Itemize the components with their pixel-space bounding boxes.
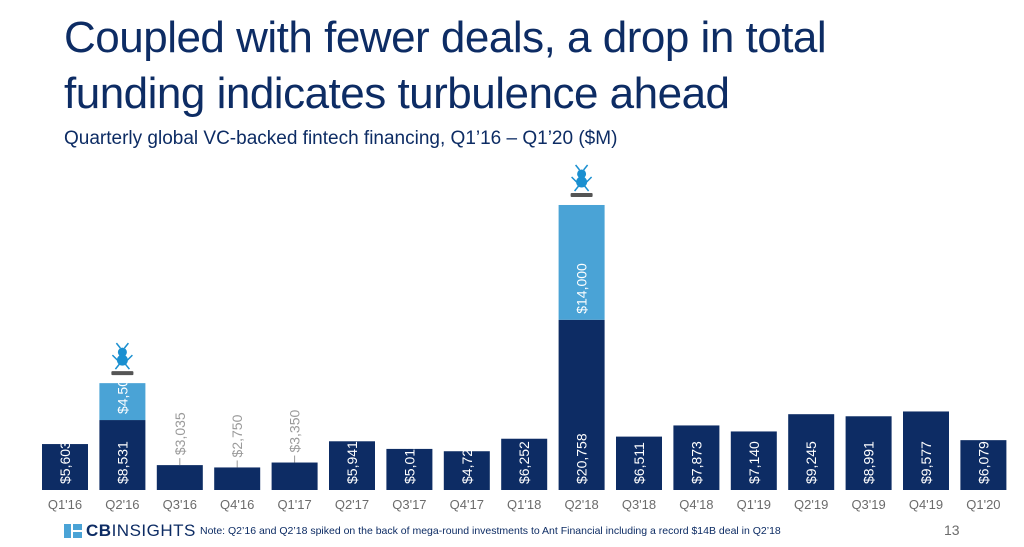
x-tick-label-15: Q4'19	[909, 497, 943, 512]
x-tick-label-5: Q2'17	[335, 497, 369, 512]
bar-total-6	[386, 448, 433, 490]
page-title: Coupled with fewer deals, a drop in tota…	[64, 13, 827, 118]
data-label-total-14: $8,991	[861, 441, 877, 484]
x-tick-label-2: Q3'16	[163, 497, 197, 512]
data-label-total-6: $5,011	[401, 442, 417, 484]
x-tick-label-11: Q4'18	[679, 497, 713, 512]
data-label-total-13: $9,245	[803, 441, 819, 484]
x-tick-label-12: Q1'19	[737, 497, 771, 512]
bar-total-13	[788, 414, 835, 490]
data-label-total-9: $20,758	[574, 433, 590, 484]
data-label-total-16: $6,079	[975, 441, 991, 484]
x-tick-label-8: Q1'18	[507, 497, 541, 512]
bar-total-12	[730, 431, 777, 490]
footnote: Note: Q2’16 and Q2’18 spiked on the back…	[200, 525, 781, 537]
bar-mega-round-9	[558, 204, 605, 320]
data-label-total-1: $8,531	[114, 441, 130, 484]
cb-insights-logo: CBINSIGHTS	[64, 520, 196, 542]
ant-financial-logo-icon	[570, 164, 593, 197]
bar-total-0	[42, 444, 88, 490]
data-label-total-5: $5,941	[344, 441, 360, 484]
page-number: 13	[944, 522, 960, 538]
x-tick-label-4: Q1'17	[277, 497, 311, 512]
bar-total-14	[845, 416, 892, 490]
x-tick-label-3: Q4'16	[220, 497, 254, 512]
bar-total-3	[214, 467, 261, 490]
bar-total-1	[99, 420, 146, 490]
data-label-total-10: $6,511	[631, 442, 647, 484]
x-tick-label-10: Q3'18	[622, 497, 656, 512]
bar-total-11	[673, 425, 720, 490]
ant-financial-logo-icon	[111, 342, 134, 376]
logo-text-bold: CB	[86, 521, 112, 540]
x-tick-label-16: Q1'20	[966, 497, 1000, 512]
data-label-total-12: $7,140	[746, 441, 762, 484]
data-label-total-2: $3,035	[172, 412, 188, 455]
data-label-mega-round-1: $4,500	[114, 371, 130, 414]
bar-total-5	[329, 441, 375, 490]
data-label-total-15: $9,577	[918, 441, 934, 484]
bar-total-4	[271, 462, 318, 490]
funding-bar-chart: $5,603 Q1'16 $4,500 $8,531 Q2'16 $3,035 Q3'16 $…	[42, 164, 1007, 512]
bar-total-2	[156, 465, 203, 490]
bar-mega-round-1	[99, 383, 146, 421]
x-tick-label-13: Q2'19	[794, 497, 828, 512]
logo-text-rest: INSIGHTS	[111, 521, 196, 540]
bar-total-8	[501, 438, 548, 490]
x-tick-label-0: Q1'16	[48, 497, 82, 512]
data-label-total-7: $4,727	[459, 441, 475, 484]
x-tick-label-1: Q2'16	[105, 497, 139, 512]
x-tick-label-14: Q3'19	[851, 497, 885, 512]
bar-total-16	[960, 440, 1007, 490]
data-label-total-8: $6,252	[516, 441, 532, 484]
x-tick-label-6: Q3'17	[392, 497, 426, 512]
data-label-total-0: $5,603	[57, 441, 73, 484]
bar-total-7	[443, 451, 490, 490]
bar-total-9	[558, 319, 605, 490]
chart-subtitle: Quarterly global VC-backed fintech finan…	[64, 128, 618, 149]
x-tick-label-7: Q4'17	[450, 497, 484, 512]
x-tick-label-9: Q2'18	[564, 497, 598, 512]
data-label-total-3: $2,750	[229, 414, 245, 457]
bar-total-10	[616, 436, 662, 490]
data-label-total-11: $7,873	[688, 441, 704, 484]
data-label-mega-round-9: $14,000	[574, 263, 590, 314]
cb-insights-logo-icon	[64, 524, 82, 538]
bar-total-15	[903, 411, 949, 490]
data-label-total-4: $3,350	[287, 409, 303, 452]
